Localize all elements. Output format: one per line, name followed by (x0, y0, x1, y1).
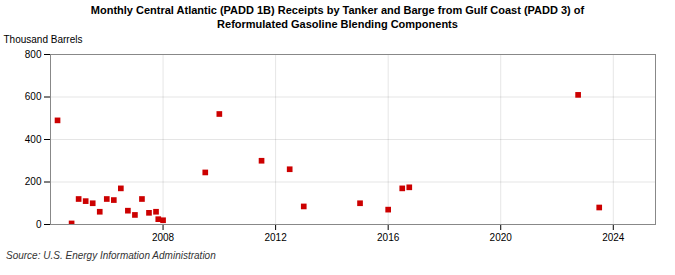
svg-text:400: 400 (25, 133, 42, 144)
svg-text:800: 800 (25, 48, 42, 59)
svg-text:200: 200 (25, 176, 42, 187)
html-text:Source: U.S. Energy Informatio: Source: U.S. Energy Information Administ… (6, 249, 216, 261)
svg-text:2020: 2020 (490, 231, 513, 242)
svg-text:2024: 2024 (602, 231, 625, 242)
svg-text:600: 600 (25, 91, 42, 102)
svg-text:2008: 2008 (152, 231, 175, 242)
svg-text:Thousand Barrels: Thousand Barrels (4, 33, 83, 44)
svg-text:0: 0 (36, 218, 42, 229)
svg-text:2016: 2016 (377, 231, 400, 242)
svg-text:2012: 2012 (264, 231, 287, 242)
html-text:Monthly Central Atlantic (PADD: Monthly Central Atlantic (PADD 1B) Recei… (90, 4, 585, 31)
